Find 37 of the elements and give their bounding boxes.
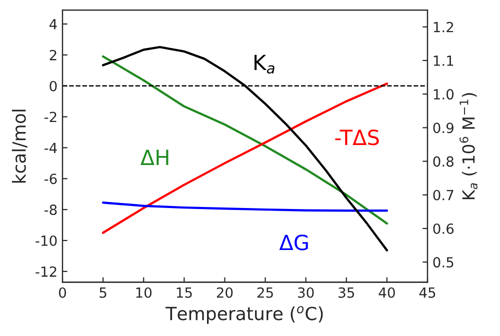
- y2-tick-label: 0.8: [433, 156, 454, 167]
- series-label: K$_{a}$: [254, 54, 274, 74]
- x-tick-label: 45: [419, 288, 436, 298]
- y2-tick-label: 1.1: [434, 56, 454, 66]
- series-label: -TΔS: [335, 130, 379, 146]
- y-tick-label: 2: [50, 50, 56, 60]
- x-tick-label: 30: [298, 287, 314, 298]
- y-tick-label: -2: [44, 112, 56, 122]
- y2-tick-label: 1.0: [434, 89, 454, 100]
- y-tick-label: -6: [44, 174, 57, 184]
- y2-tick-label: 0.7: [433, 190, 454, 200]
- y-axis-title: kcal/mol: [12, 110, 28, 183]
- y-tick-label: -12: [36, 266, 56, 277]
- y2-tick-label: 0.6: [433, 223, 454, 234]
- y-tick-label: 0: [50, 80, 57, 92]
- y2-tick-label: 1.2: [434, 22, 454, 32]
- y2-axis-title: K$_{a}$ (·10$^{6}$ M$^{−1}$): [460, 93, 478, 200]
- y2-tick-label: 0.9: [433, 122, 454, 134]
- line-series: [102, 55, 388, 225]
- y-tick-label: -4: [44, 142, 57, 153]
- x-tick-label: 5: [100, 288, 106, 298]
- y-tick-label: -8: [44, 204, 57, 216]
- series-label: ΔG: [279, 234, 308, 250]
- x-tick-label: 25: [257, 287, 273, 298]
- x-tick-label: 35: [338, 287, 354, 298]
- x-tick-label: 40: [378, 287, 395, 298]
- line-series: [102, 201, 388, 212]
- x-axis-title: Temperature ($^{o}$C): [166, 306, 323, 324]
- x-tick-label: 0: [58, 287, 66, 298]
- text: ΔH: [140, 150, 168, 165]
- x-tick-label: 15: [176, 288, 192, 298]
- line-series: [102, 82, 388, 234]
- y-tick-label: 4: [49, 19, 57, 30]
- x-tick-label: 20: [216, 287, 233, 298]
- y-tick-label: -10: [36, 235, 57, 246]
- y2-tick-label: 0.5: [433, 257, 454, 268]
- x-tick-label: 10: [136, 287, 152, 298]
